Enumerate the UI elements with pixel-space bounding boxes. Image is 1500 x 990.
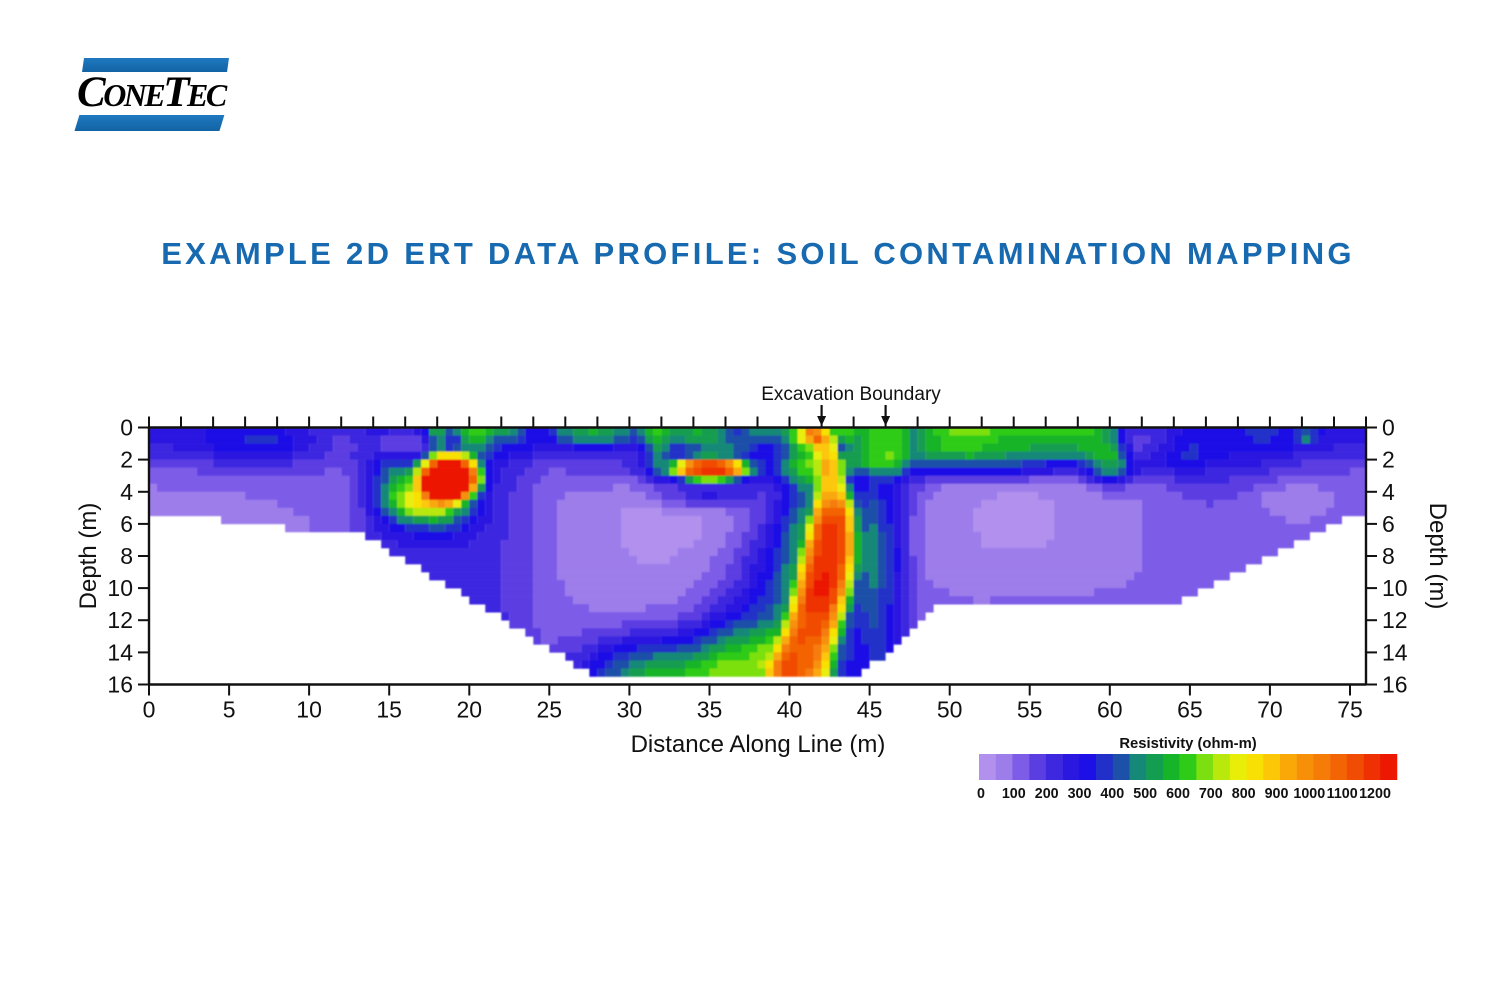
svg-text:Distance Along Line (m): Distance Along Line (m) [631,731,886,758]
svg-text:900: 900 [1265,786,1289,802]
svg-text:8: 8 [1382,543,1395,569]
svg-text:65: 65 [1177,697,1203,723]
svg-text:1000: 1000 [1293,786,1325,802]
svg-text:600: 600 [1166,786,1190,802]
svg-text:70: 70 [1257,697,1283,723]
svg-text:40: 40 [777,697,803,723]
svg-text:200: 200 [1035,786,1059,802]
svg-text:0: 0 [143,697,156,723]
svg-text:6: 6 [1382,511,1395,537]
svg-text:35: 35 [697,697,723,723]
svg-text:Depth (m): Depth (m) [1424,503,1451,610]
svg-text:8: 8 [120,543,133,569]
svg-text:Excavation Boundary: Excavation Boundary [761,384,941,405]
svg-text:20: 20 [457,697,483,723]
svg-text:400: 400 [1100,786,1124,802]
svg-text:16: 16 [1382,672,1408,698]
svg-text:14: 14 [1382,639,1408,665]
svg-text:45: 45 [857,697,883,723]
svg-text:0: 0 [1382,415,1395,441]
svg-text:0: 0 [120,415,133,441]
svg-text:100: 100 [1002,786,1026,802]
svg-text:30: 30 [617,697,643,723]
svg-text:12: 12 [1382,607,1408,633]
svg-text:12: 12 [107,607,133,633]
svg-text:2: 2 [1382,447,1395,473]
svg-text:75: 75 [1337,697,1363,723]
svg-text:10: 10 [1382,575,1408,601]
svg-text:800: 800 [1232,786,1256,802]
svg-text:4: 4 [1382,479,1395,505]
svg-text:15: 15 [376,697,402,723]
svg-text:6: 6 [120,511,133,537]
svg-text:2: 2 [120,447,133,473]
svg-text:25: 25 [537,697,563,723]
svg-text:1200: 1200 [1359,786,1391,802]
svg-text:50: 50 [937,697,963,723]
svg-text:60: 60 [1097,697,1123,723]
svg-text:10: 10 [107,575,133,601]
svg-text:500: 500 [1133,786,1157,802]
svg-text:0: 0 [977,786,985,802]
svg-text:Resistivity (ohm-m): Resistivity (ohm-m) [1119,736,1256,752]
svg-text:5: 5 [223,697,236,723]
svg-text:16: 16 [107,672,133,698]
svg-text:10: 10 [296,697,322,723]
svg-text:700: 700 [1199,786,1223,802]
svg-text:14: 14 [107,639,133,665]
svg-text:1100: 1100 [1327,786,1358,802]
svg-text:Depth (m): Depth (m) [75,503,102,610]
svg-text:300: 300 [1068,786,1092,802]
svg-text:4: 4 [120,479,133,505]
svg-text:55: 55 [1017,697,1043,723]
